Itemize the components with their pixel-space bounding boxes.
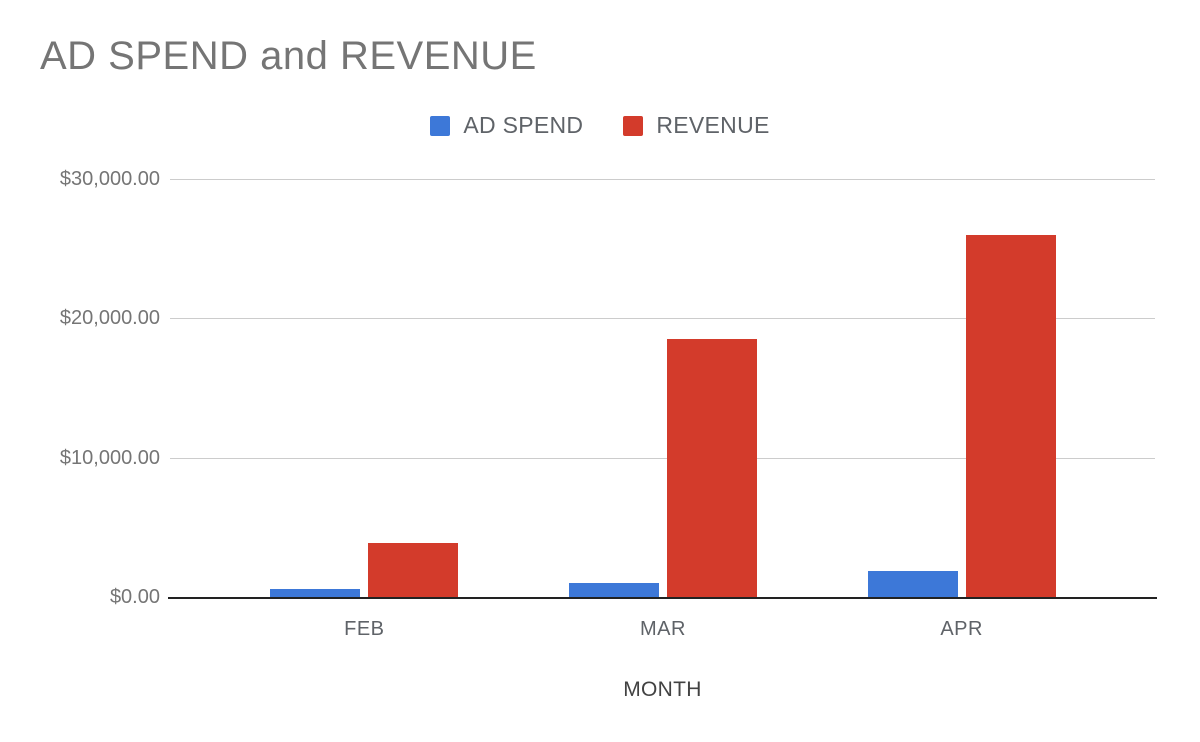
x-axis-baseline bbox=[168, 597, 1157, 599]
bar-ad-spend-apr bbox=[867, 570, 958, 597]
bar-revenue-apr bbox=[965, 234, 1056, 597]
y-tick-label: $10,000.00 bbox=[59, 446, 160, 469]
bar-revenue-mar bbox=[667, 339, 757, 597]
x-axis-title: MONTH bbox=[623, 678, 702, 701]
gridline bbox=[170, 318, 1155, 320]
bar-ad-spend-feb bbox=[270, 588, 361, 597]
x-tick-label: MAR bbox=[640, 618, 686, 640]
gridline bbox=[170, 179, 1155, 180]
chart-legend: AD SPEND REVENUE bbox=[0, 112, 1200, 139]
x-tick-label: FEB bbox=[344, 618, 385, 640]
legend-swatch-ad-spend bbox=[430, 115, 451, 136]
legend-swatch-revenue bbox=[623, 115, 644, 136]
chart-title: AD SPEND and REVENUE bbox=[40, 34, 537, 78]
y-tick-label: $30,000.00 bbox=[59, 168, 160, 190]
legend-item-revenue: REVENUE bbox=[623, 112, 769, 139]
gridline bbox=[170, 457, 1155, 459]
legend-label-revenue: REVENUE bbox=[656, 112, 770, 138]
legend-item-ad-spend: AD SPEND bbox=[430, 112, 583, 139]
bar-ad-spend-mar bbox=[569, 583, 659, 597]
y-tick-label: $0.00 bbox=[109, 586, 160, 608]
bar-revenue-feb bbox=[368, 542, 459, 597]
y-tick-label: $20,000.00 bbox=[59, 307, 160, 330]
legend-label-ad-spend: AD SPEND bbox=[463, 112, 584, 138]
x-tick-label: APR bbox=[940, 618, 983, 640]
